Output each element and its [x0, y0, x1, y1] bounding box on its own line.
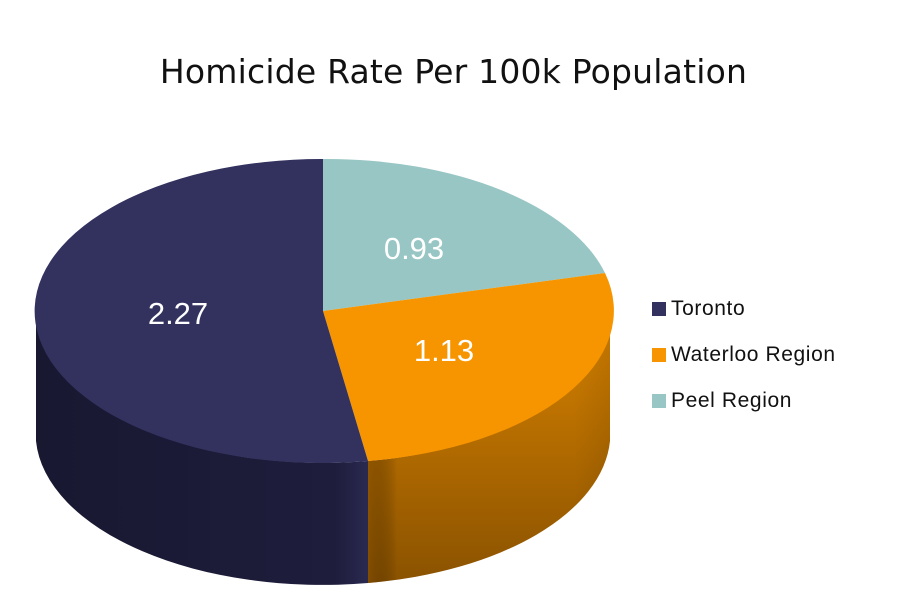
legend: Toronto Waterloo Region Peel Region [652, 286, 836, 424]
toronto-slice-side [36, 311, 368, 585]
data-label-toronto: 2.27 [147, 296, 209, 331]
legend-label: Waterloo Region [671, 343, 836, 366]
legend-swatch-toronto [652, 302, 666, 316]
waterloo-slice [323, 273, 614, 461]
legend-item-waterloo: Waterloo Region [652, 332, 836, 378]
data-label-waterloo: 1.13 [413, 333, 475, 368]
legend-label: Toronto [671, 297, 746, 320]
data-label-peel: 0.93 [383, 231, 445, 266]
legend-item-peel: Peel Region [652, 378, 836, 424]
toronto-slice [34, 158, 368, 463]
chart-title: Homicide Rate Per 100k Population [159, 52, 748, 91]
waterloo-side-shade [368, 311, 610, 583]
legend-swatch-peel [652, 394, 666, 408]
legend-label: Peel Region [671, 389, 793, 412]
legend-item-toronto: Toronto [652, 286, 836, 332]
legend-swatch-waterloo [652, 348, 666, 362]
peel-slice [323, 158, 605, 311]
